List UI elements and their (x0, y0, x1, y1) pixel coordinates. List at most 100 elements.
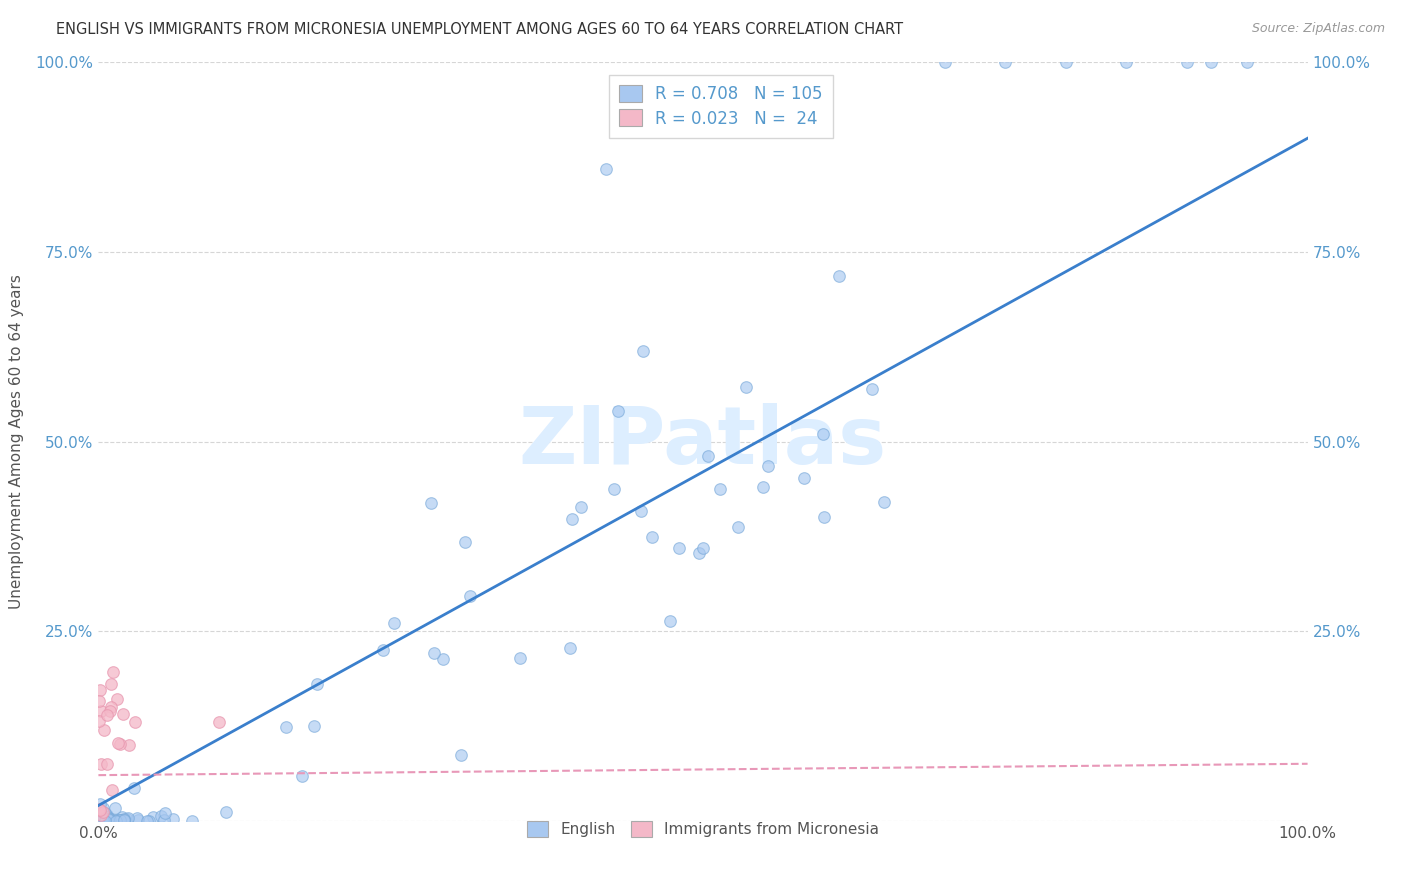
Point (96, 707, 118, 722)
Point (155, 805, 177, 820)
Point (98, 813, 121, 827)
Point (111, 810, 134, 824)
Point (110, 814, 132, 828)
Point (96, 813, 118, 827)
Point (560, 641, 582, 656)
Point (98, 812, 121, 826)
Point (93, 806, 115, 821)
Point (709, 483, 731, 497)
Point (1236, 55, 1258, 70)
Point (603, 483, 626, 497)
Point (630, 504, 652, 518)
Point (89, 802, 111, 816)
Point (208, 715, 231, 730)
Point (101, 665, 124, 679)
Point (96, 809, 118, 823)
Point (111, 707, 134, 722)
Point (692, 541, 714, 555)
Point (105, 813, 128, 827)
Point (302, 719, 325, 733)
Text: ENGLISH VS IMMIGRANTS FROM MICRONESIA UNEMPLOYMENT AMONG AGES 60 TO 64 YEARS COR: ENGLISH VS IMMIGRANTS FROM MICRONESIA UN… (56, 22, 904, 37)
Point (142, 810, 165, 824)
Point (641, 530, 664, 544)
Point (274, 720, 297, 734)
Point (1175, 55, 1198, 70)
Point (87, 813, 110, 827)
Point (104, 801, 127, 815)
Point (89, 814, 111, 828)
Point (96, 808, 118, 822)
Point (93, 805, 115, 819)
Point (91, 801, 114, 815)
Point (934, 55, 956, 70)
Text: ZIPatlas: ZIPatlas (519, 402, 887, 481)
Point (90, 704, 112, 718)
Point (87, 714, 110, 728)
Point (93, 723, 115, 737)
Point (1115, 55, 1137, 70)
Point (509, 650, 531, 665)
Legend: English, Immigrants from Micronesia: English, Immigrants from Micronesia (520, 815, 886, 843)
Point (108, 737, 131, 751)
Point (371, 643, 394, 657)
Point (89, 805, 111, 820)
Point (422, 647, 444, 661)
Point (668, 541, 690, 555)
Point (659, 614, 682, 628)
Point (91, 812, 114, 826)
Point (150, 808, 173, 822)
Point (727, 519, 749, 533)
Point (104, 814, 127, 828)
Point (96, 813, 118, 827)
Point (98, 814, 121, 828)
Point (87, 813, 110, 827)
Point (561, 512, 583, 526)
Point (87, 694, 110, 708)
Point (90, 814, 112, 828)
Point (420, 496, 443, 510)
Point (105, 692, 128, 706)
Point (107, 736, 129, 750)
Point (125, 811, 148, 825)
Point (458, 589, 481, 603)
Point (100, 677, 122, 691)
Point (122, 780, 145, 795)
Point (112, 814, 135, 828)
Point (89, 797, 111, 812)
Text: Source: ZipAtlas.com: Source: ZipAtlas.com (1251, 22, 1385, 36)
Point (90, 807, 112, 822)
Point (382, 615, 405, 630)
Point (90, 814, 112, 828)
Point (87, 810, 110, 824)
Point (89, 683, 111, 698)
Point (127, 814, 149, 828)
Point (873, 495, 896, 509)
Point (93, 814, 115, 828)
Point (108, 814, 131, 828)
Point (811, 427, 834, 442)
Point (117, 811, 139, 825)
Point (162, 812, 184, 826)
Point (114, 813, 136, 827)
Point (631, 343, 654, 358)
Point (118, 738, 141, 752)
Point (138, 814, 160, 828)
Point (153, 813, 176, 827)
Point (305, 677, 328, 691)
Point (758, 459, 780, 474)
Point (112, 813, 135, 827)
Point (793, 471, 815, 485)
Point (569, 500, 592, 514)
Point (752, 480, 775, 494)
Point (98, 813, 121, 827)
Point (96, 812, 118, 826)
Point (112, 812, 135, 826)
Point (104, 813, 127, 827)
Point (90, 812, 112, 826)
Point (734, 380, 756, 394)
Point (97, 812, 120, 826)
Point (98, 814, 121, 828)
Point (87, 814, 110, 828)
Point (1199, 55, 1222, 70)
Point (432, 651, 454, 665)
